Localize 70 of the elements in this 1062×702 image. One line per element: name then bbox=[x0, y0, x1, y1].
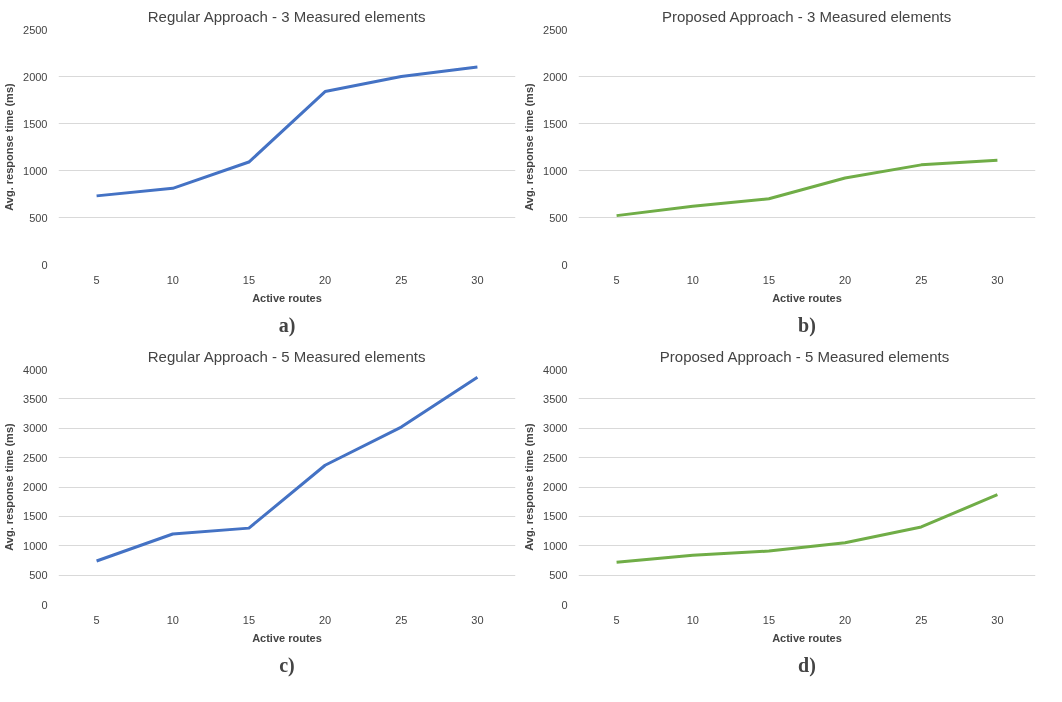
x-tick-label: 5 bbox=[613, 613, 620, 626]
x-tick-label: 10 bbox=[686, 273, 699, 286]
x-tick-label: 20 bbox=[838, 613, 852, 626]
y-tick-label: 1000 bbox=[543, 539, 568, 552]
x-tick-label: 5 bbox=[613, 273, 620, 286]
x-axis-title: Active routes bbox=[772, 631, 842, 644]
x-tick-label: 25 bbox=[395, 613, 408, 626]
chart-title: Proposed Approach - 5 Measured elements bbox=[659, 347, 950, 365]
y-tick-label: 500 bbox=[549, 569, 568, 582]
y-tick-label: 500 bbox=[29, 211, 48, 224]
text: d) bbox=[798, 653, 816, 677]
x-tick-label: 15 bbox=[242, 273, 256, 286]
y-tick-label: 2000 bbox=[23, 481, 48, 493]
x-tick-label: 30 bbox=[471, 613, 484, 626]
x-tick-label: 5 bbox=[93, 273, 100, 286]
x-tick-label: 25 bbox=[395, 273, 408, 286]
x-tick-label: 5 bbox=[93, 613, 100, 626]
y-tick-label: 1500 bbox=[543, 510, 568, 523]
y-tick-label: 1000 bbox=[23, 539, 48, 552]
x-axis-title: Active routes bbox=[252, 291, 322, 304]
y-tick-label: 0 bbox=[41, 598, 48, 611]
x-tick-label: 30 bbox=[991, 613, 1004, 626]
y-tick-label: 500 bbox=[549, 211, 568, 224]
chart-title: Regular Approach - 5 Measured elements bbox=[147, 347, 426, 365]
x-tick-label: 10 bbox=[686, 613, 699, 626]
y-tick-label: 3000 bbox=[23, 422, 48, 435]
y-axis-title: Avg. response time (ms) bbox=[3, 422, 16, 551]
y-tick-label: 0 bbox=[561, 598, 568, 611]
text: c) bbox=[279, 653, 295, 677]
x-axis-title: Active routes bbox=[252, 631, 322, 644]
x-tick-label: 25 bbox=[915, 613, 928, 626]
text: a) bbox=[278, 313, 296, 337]
chart-title: Regular Approach - 3 Measured elements bbox=[147, 7, 426, 25]
y-tick-label: 1000 bbox=[543, 164, 568, 177]
y-tick-label: 2500 bbox=[23, 451, 48, 464]
x-tick-label: 15 bbox=[762, 613, 776, 626]
y-tick-label: 3500 bbox=[23, 392, 48, 405]
x-tick-label: 20 bbox=[318, 273, 332, 286]
y-tick-label: 0 bbox=[561, 258, 568, 271]
y-tick-label: 2000 bbox=[23, 70, 48, 83]
y-tick-label: 3000 bbox=[543, 422, 568, 435]
x-tick-label: 25 bbox=[915, 273, 928, 286]
y-tick-label: 3500 bbox=[543, 392, 568, 405]
x-axis-title: Active routes bbox=[772, 291, 842, 304]
x-tick-label: 15 bbox=[242, 613, 256, 626]
y-axis-title: Avg. response time (ms) bbox=[3, 82, 16, 211]
y-tick-label: 2500 bbox=[543, 23, 568, 36]
x-tick-label: 20 bbox=[838, 273, 852, 286]
x-tick-label: 15 bbox=[762, 273, 776, 286]
x-tick-label: 10 bbox=[166, 613, 179, 626]
y-axis-title: Avg. response time (ms) bbox=[523, 82, 536, 211]
x-tick-label: 20 bbox=[318, 613, 332, 626]
x-tick-label: 30 bbox=[991, 273, 1004, 286]
y-tick-label: 2500 bbox=[23, 23, 48, 36]
y-tick-label: 1500 bbox=[543, 117, 568, 130]
y-tick-label: 500 bbox=[29, 569, 48, 582]
y-tick-label: 1500 bbox=[23, 510, 48, 523]
x-tick-label: 10 bbox=[166, 273, 179, 286]
y-tick-label: 2000 bbox=[543, 70, 568, 83]
y-tick-label: 1500 bbox=[23, 117, 48, 130]
y-tick-label: 1000 bbox=[23, 164, 48, 177]
y-tick-label: 4000 bbox=[543, 363, 568, 376]
y-tick-label: 0 bbox=[41, 258, 48, 271]
y-tick-label: 4000 bbox=[23, 363, 48, 376]
x-tick-label: 30 bbox=[471, 273, 484, 286]
y-tick-label: 2500 bbox=[543, 451, 568, 464]
chart-title: Proposed Approach - 3 Measured elements bbox=[661, 7, 952, 25]
text: b) bbox=[798, 313, 816, 337]
y-tick-label: 2000 bbox=[543, 481, 568, 493]
y-axis-title: Avg. response time (ms) bbox=[523, 422, 536, 551]
